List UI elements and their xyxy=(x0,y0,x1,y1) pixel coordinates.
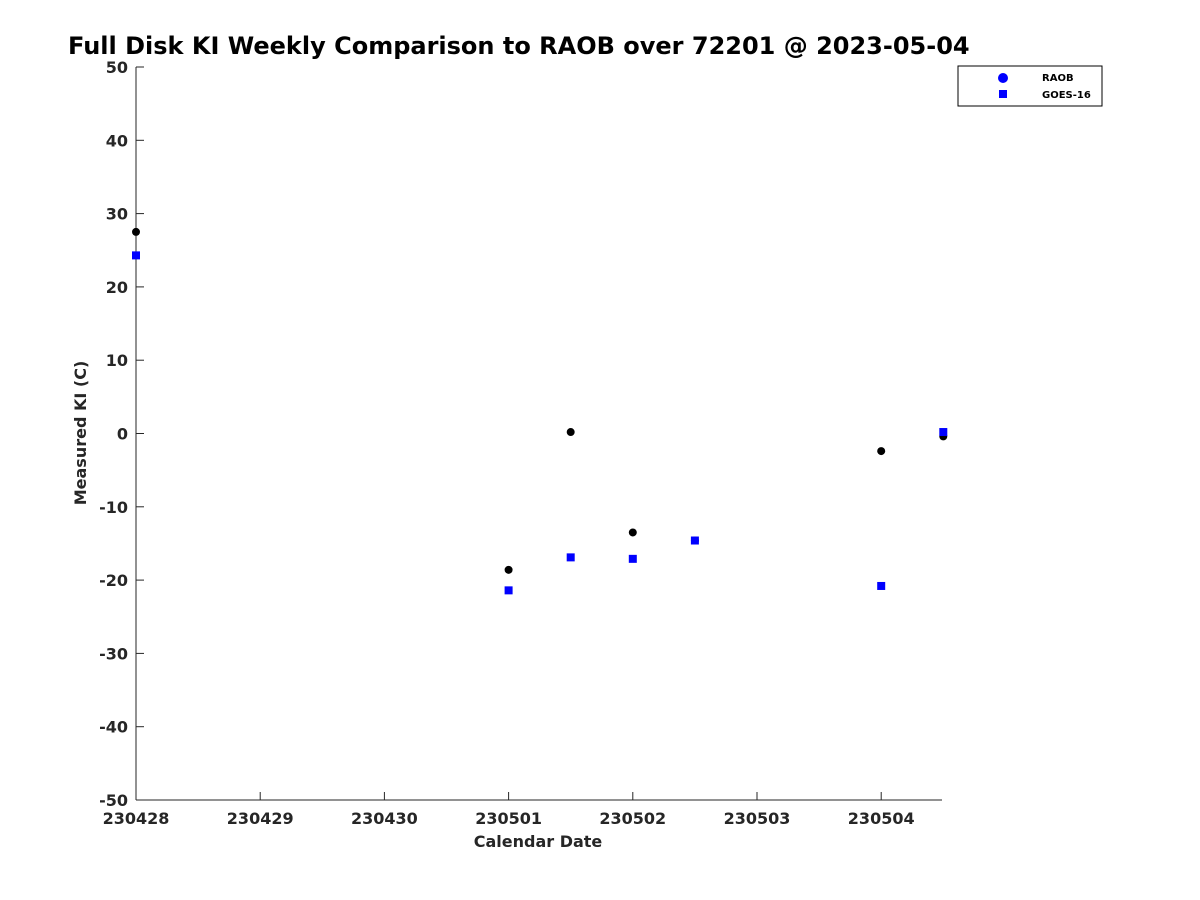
y-tick-label: 20 xyxy=(106,278,128,297)
legend-box xyxy=(957,65,1103,107)
y-tick-label: -30 xyxy=(99,644,128,663)
data-point-goes16 xyxy=(877,581,886,590)
legend-marker-raob xyxy=(998,73,1008,83)
data-point-goes16 xyxy=(566,553,575,562)
x-tick-label: 230429 xyxy=(227,809,294,828)
y-tick-label: 50 xyxy=(106,58,128,77)
data-point-raob xyxy=(132,227,140,236)
axes xyxy=(135,67,942,801)
data-point-raob xyxy=(566,428,575,437)
y-tick-label: -10 xyxy=(99,498,128,517)
data-point-raob xyxy=(877,447,886,456)
y-tick-label: -40 xyxy=(99,718,128,737)
data-point-goes16 xyxy=(690,536,699,545)
y-tick-label: 40 xyxy=(106,131,128,150)
y-tick-label: -20 xyxy=(99,571,128,590)
x-tick-label: 230503 xyxy=(724,809,791,828)
x-tick-label: 230502 xyxy=(599,809,666,828)
y-tick-label: -50 xyxy=(99,791,128,810)
data-points xyxy=(132,227,948,595)
x-tick-label: 230501 xyxy=(475,809,542,828)
chart-title: Full Disk KI Weekly Comparison to RAOB o… xyxy=(68,32,970,60)
data-point-goes16 xyxy=(132,251,140,260)
y-tick-label: 0 xyxy=(117,425,128,444)
legend-label-goes16: GOES-16 xyxy=(1042,90,1091,101)
data-point-goes16 xyxy=(628,554,637,563)
y-axis-ticks: 50 40 30 20 10 0 -10 -20 -30 -40 -50 xyxy=(99,58,144,810)
x-tick-label: 230428 xyxy=(103,809,170,828)
x-tick-label: 230504 xyxy=(848,809,915,828)
data-point-goes16 xyxy=(504,586,513,595)
data-point-raob xyxy=(628,528,637,537)
data-point-goes16 xyxy=(939,428,948,437)
legend-label-raob: RAOB xyxy=(1042,73,1074,84)
x-tick-label: 230430 xyxy=(351,809,418,828)
legend: RAOB GOES-16 xyxy=(957,65,1103,107)
y-axis-label: Measured KI (C) xyxy=(71,361,90,506)
y-tick-label: 30 xyxy=(106,205,128,224)
y-tick-label: 10 xyxy=(106,351,128,370)
data-point-raob xyxy=(504,565,513,574)
x-axis-ticks: 230428 230429 230430 230501 230502 230503 2305… xyxy=(103,792,915,828)
x-axis-label: Calendar Date xyxy=(474,832,603,851)
legend-marker-goes16 xyxy=(999,90,1007,98)
